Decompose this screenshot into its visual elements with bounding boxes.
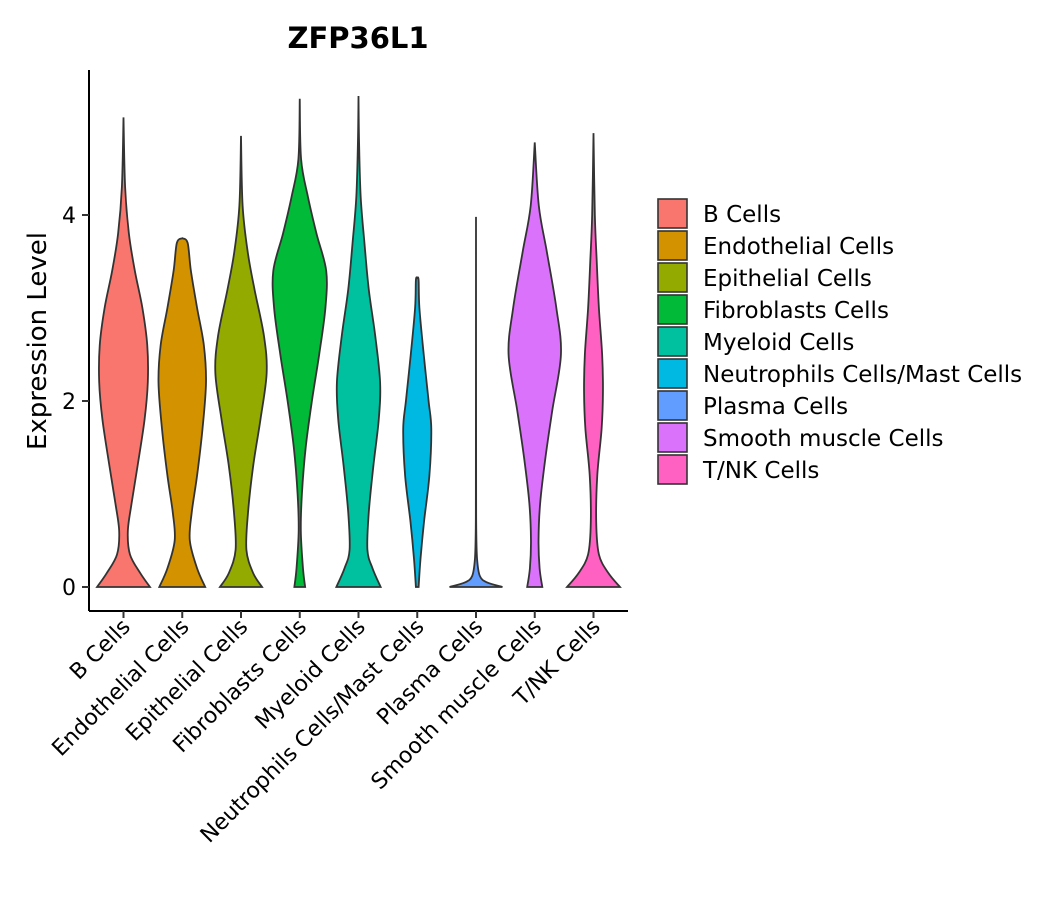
legend-key-b-cells: [657, 198, 688, 229]
y-tick-label: 0: [62, 576, 76, 601]
y-axis-label: Expression Level: [23, 232, 53, 450]
legend-key-neutrophils-cells-mast-cells: [657, 358, 688, 389]
legend-key-t-nk-cells: [657, 454, 688, 485]
legend-label: Myeloid Cells: [703, 330, 854, 356]
violin-b-cells: [95, 117, 152, 588]
legend-label: Fibroblasts Cells: [703, 298, 889, 324]
legend-label: Neutrophils Cells/Mast Cells: [703, 362, 1022, 388]
legend-key-epithelial-cells: [657, 262, 688, 293]
violin-smooth-muscle-cells: [507, 142, 562, 588]
violins-group: [95, 95, 622, 588]
legend-key-smooth-muscle-cells: [657, 422, 688, 453]
legend-label: Epithelial Cells: [703, 266, 872, 292]
y-tick-label: 2: [62, 390, 76, 415]
legend-key-myeloid-cells: [657, 326, 688, 357]
violin-epithelial-cells: [214, 135, 268, 588]
legend-key-fibroblasts-cells: [657, 294, 688, 325]
legend-key-plasma-cells: [657, 390, 688, 421]
legend-label: Smooth muscle Cells: [703, 426, 944, 452]
legend-label: T/NK Cells: [702, 458, 819, 484]
violin-t-nk-cells: [565, 133, 622, 588]
violin-plasma-cells: [449, 216, 503, 588]
legend: B Cells Endothelial Cells Epithelial Cells…: [657, 198, 1022, 485]
violin-fibroblasts-cells: [271, 98, 328, 588]
legend-label: Plasma Cells: [703, 394, 848, 420]
y-ticks-group: 0 2 4: [62, 204, 89, 601]
legend-label: Endothelial Cells: [703, 234, 894, 260]
y-tick-label: 4: [62, 204, 76, 229]
violin-myeloid-cells: [334, 95, 383, 588]
violin-endothelial-cells: [157, 237, 207, 588]
legend-key-endothelial-cells: [657, 230, 688, 261]
legend-label: B Cells: [703, 202, 781, 228]
violin-neutrophils-cells-mast-cells: [402, 276, 433, 588]
chart-title: ZFP36L1: [287, 21, 428, 55]
